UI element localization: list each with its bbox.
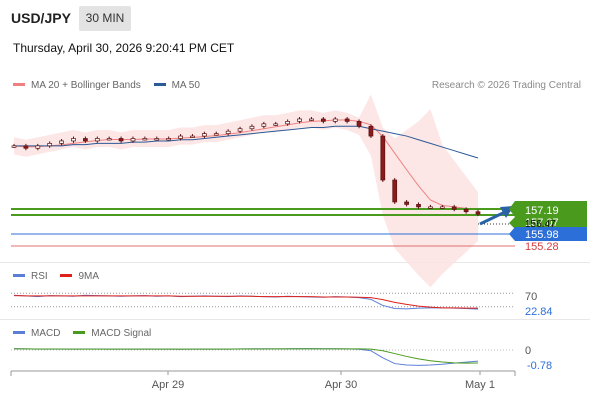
legend-label: MA 20 + Bollinger Bands: [31, 80, 141, 91]
datetime-label: Thursday, April 30, 2026 9:20:41 PM CET: [13, 41, 235, 55]
macd-value-label: -0.78: [527, 360, 552, 372]
candle-body: [130, 138, 136, 142]
candle-body: [356, 121, 362, 127]
candle-body: [154, 138, 160, 141]
candle-body: [237, 128, 243, 132]
candle-body: [320, 118, 326, 122]
resistance-label-tip: [509, 201, 515, 217]
legend-swatch: [153, 82, 166, 86]
credit-text: Research © 2026 Trading Central: [431, 80, 581, 91]
legend-label: 9MA: [78, 271, 100, 282]
rsi-value-label: 22.84: [525, 306, 553, 318]
support-label-text: 155.98: [525, 229, 559, 241]
candle-body: [344, 118, 350, 122]
candle-body: [416, 204, 421, 208]
chart-header: USD/JPY 30 MIN: [0, 0, 590, 36]
rsi-legend: RSI 9MA: [13, 271, 99, 282]
ma20-line: [13, 119, 479, 211]
candle-body: [404, 201, 409, 205]
candle-body: [285, 121, 290, 125]
resistance-label-tip: [509, 217, 515, 229]
legend-item-9ma: 9MA: [60, 271, 99, 282]
macd-legend: MACD MACD Signal: [13, 328, 151, 339]
candle-body: [106, 138, 112, 141]
legend-item-macd-signal: MACD Signal: [73, 328, 151, 339]
candle-body: [11, 145, 17, 148]
candle-body: [59, 140, 64, 144]
candle-body: [142, 138, 148, 141]
legend-item-rsi: RSI: [13, 271, 48, 282]
candle-body: [380, 135, 386, 181]
x-tick-label: Apr 29: [152, 379, 184, 391]
legend-swatch: [13, 330, 25, 334]
candle-body: [166, 138, 172, 141]
rsi-series-1: [13, 295, 478, 309]
support-label-tip: [509, 227, 515, 241]
resistance-label-text: 157.07: [525, 217, 559, 229]
rsi-level-label: 70: [525, 291, 537, 303]
macd-series-1: [14, 348, 479, 364]
support-label-text: 155.28: [525, 241, 559, 253]
candle-body: [249, 125, 255, 130]
candle-body: [47, 143, 53, 147]
candle-body: [190, 135, 195, 138]
candle-body: [71, 138, 76, 142]
panel-divider: [0, 262, 590, 263]
pair-title: USD/JPY: [11, 10, 71, 26]
candle-body: [475, 211, 481, 215]
ma50-line: [14, 125, 479, 159]
candle-body: [202, 133, 207, 137]
bollinger-band: [14, 94, 478, 288]
candle-body: [35, 145, 41, 149]
candle-body: [225, 130, 231, 134]
legend-item-macd: MACD: [13, 328, 60, 339]
price-legend: MA 20 + Bollinger Bands MA 50: [13, 80, 200, 91]
candle-body: [368, 125, 374, 137]
legend-swatch: [13, 82, 25, 86]
resistance-label-bg: [515, 217, 587, 229]
legend-swatch: [73, 330, 86, 334]
panel-divider: [0, 319, 590, 320]
candle-body: [23, 145, 29, 149]
legend-label: MACD: [31, 328, 61, 339]
candle-body: [83, 138, 88, 142]
legend-item-ma50: MA 50: [153, 80, 200, 91]
candle-body: [297, 118, 302, 122]
candle-body: [332, 118, 338, 122]
support-label-bg: [515, 227, 587, 241]
resistance-label-text: 157.19: [525, 205, 559, 217]
projection-arrow: [479, 210, 506, 226]
x-tick-label: Apr 30: [325, 379, 357, 391]
legend-label: RSI: [31, 271, 48, 282]
candle-body: [261, 123, 267, 127]
candle-body: [463, 208, 469, 213]
macd-level-label: 0: [525, 345, 531, 357]
candle-body: [94, 138, 100, 142]
candle-body: [213, 133, 219, 136]
candle-body: [392, 179, 398, 203]
candle-body: [439, 206, 445, 209]
x-tick-label: May 1: [465, 379, 495, 391]
timeframe-button[interactable]: 30 MIN: [79, 6, 131, 31]
candle-body: [309, 118, 314, 121]
legend-item-ma20: MA 20 + Bollinger Bands: [13, 80, 141, 91]
candle-body: [273, 123, 279, 126]
legend-swatch: [60, 273, 73, 277]
candle-body: [428, 206, 433, 209]
last-price-text: 156.47: [525, 219, 556, 230]
candle-body: [451, 206, 457, 210]
candle-body: [118, 138, 124, 142]
legend-label: MACD Signal: [91, 328, 152, 339]
resistance-label-bg: [515, 201, 587, 217]
legend-swatch: [13, 273, 25, 277]
candle-body: [178, 135, 183, 139]
legend-label: MA 50: [171, 80, 200, 91]
